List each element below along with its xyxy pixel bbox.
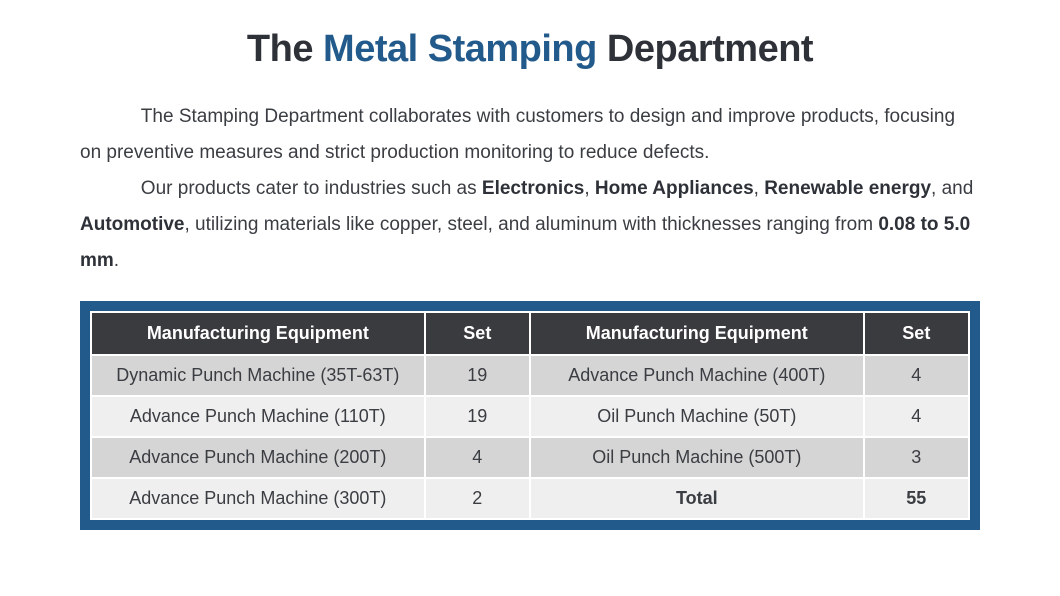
cell-equipment: Advance Punch Machine (110T) (91, 396, 425, 437)
cell-total-value: 55 (864, 478, 969, 519)
paragraph-2: Our products cater to industries such as… (80, 171, 980, 279)
cell-equipment: Advance Punch Machine (200T) (91, 437, 425, 478)
cell-set: 19 (425, 396, 530, 437)
p2-bold-automotive: Automotive (80, 214, 185, 235)
table-header-row: Manufacturing Equipment Set Manufacturin… (91, 312, 969, 355)
cell-set: 4 (864, 396, 969, 437)
cell-total-label: Total (530, 478, 864, 519)
paragraph-1: The Stamping Department collaborates wit… (80, 99, 980, 171)
th-set-left: Set (425, 312, 530, 355)
p2-sep2: , (754, 178, 765, 199)
title-part2: Department (597, 28, 813, 70)
cell-set: 4 (864, 355, 969, 396)
cell-set: 2 (425, 478, 530, 519)
cell-equipment: Dynamic Punch Machine (35T-63T) (91, 355, 425, 396)
table-row: Advance Punch Machine (200T) 4 Oil Punch… (91, 437, 969, 478)
page-title: The Metal Stamping Department (80, 28, 980, 71)
page: The Metal Stamping Department The Stampi… (0, 0, 1060, 530)
th-set-right: Set (864, 312, 969, 355)
th-equipment-left: Manufacturing Equipment (91, 312, 425, 355)
p2-bold-renewable-energy: Renewable energy (764, 178, 931, 199)
p2-lead: Our products cater to industries such as (141, 178, 482, 199)
p2-bold-home-appliances: Home Appliances (595, 178, 754, 199)
p2-sep1: , (584, 178, 595, 199)
body-text: The Stamping Department collaborates wit… (80, 99, 980, 279)
cell-set: 19 (425, 355, 530, 396)
cell-equipment: Oil Punch Machine (50T) (530, 396, 864, 437)
table-row: Advance Punch Machine (110T) 19 Oil Punc… (91, 396, 969, 437)
p2-end: . (114, 250, 119, 271)
p2-sep3: , and (931, 178, 973, 199)
table-row: Advance Punch Machine (300T) 2 Total 55 (91, 478, 969, 519)
th-equipment-right: Manufacturing Equipment (530, 312, 864, 355)
equipment-table: Manufacturing Equipment Set Manufacturin… (90, 311, 970, 520)
title-part1: The (247, 28, 323, 70)
p2-sep4: , utilizing materials like copper, steel… (185, 214, 879, 235)
cell-equipment: Advance Punch Machine (400T) (530, 355, 864, 396)
table-row: Dynamic Punch Machine (35T-63T) 19 Advan… (91, 355, 969, 396)
cell-set: 4 (425, 437, 530, 478)
equipment-table-frame: Manufacturing Equipment Set Manufacturin… (80, 301, 980, 530)
cell-equipment: Advance Punch Machine (300T) (91, 478, 425, 519)
cell-equipment: Oil Punch Machine (500T) (530, 437, 864, 478)
p2-bold-electronics: Electronics (482, 178, 584, 199)
cell-set: 3 (864, 437, 969, 478)
title-accent: Metal Stamping (323, 28, 597, 70)
